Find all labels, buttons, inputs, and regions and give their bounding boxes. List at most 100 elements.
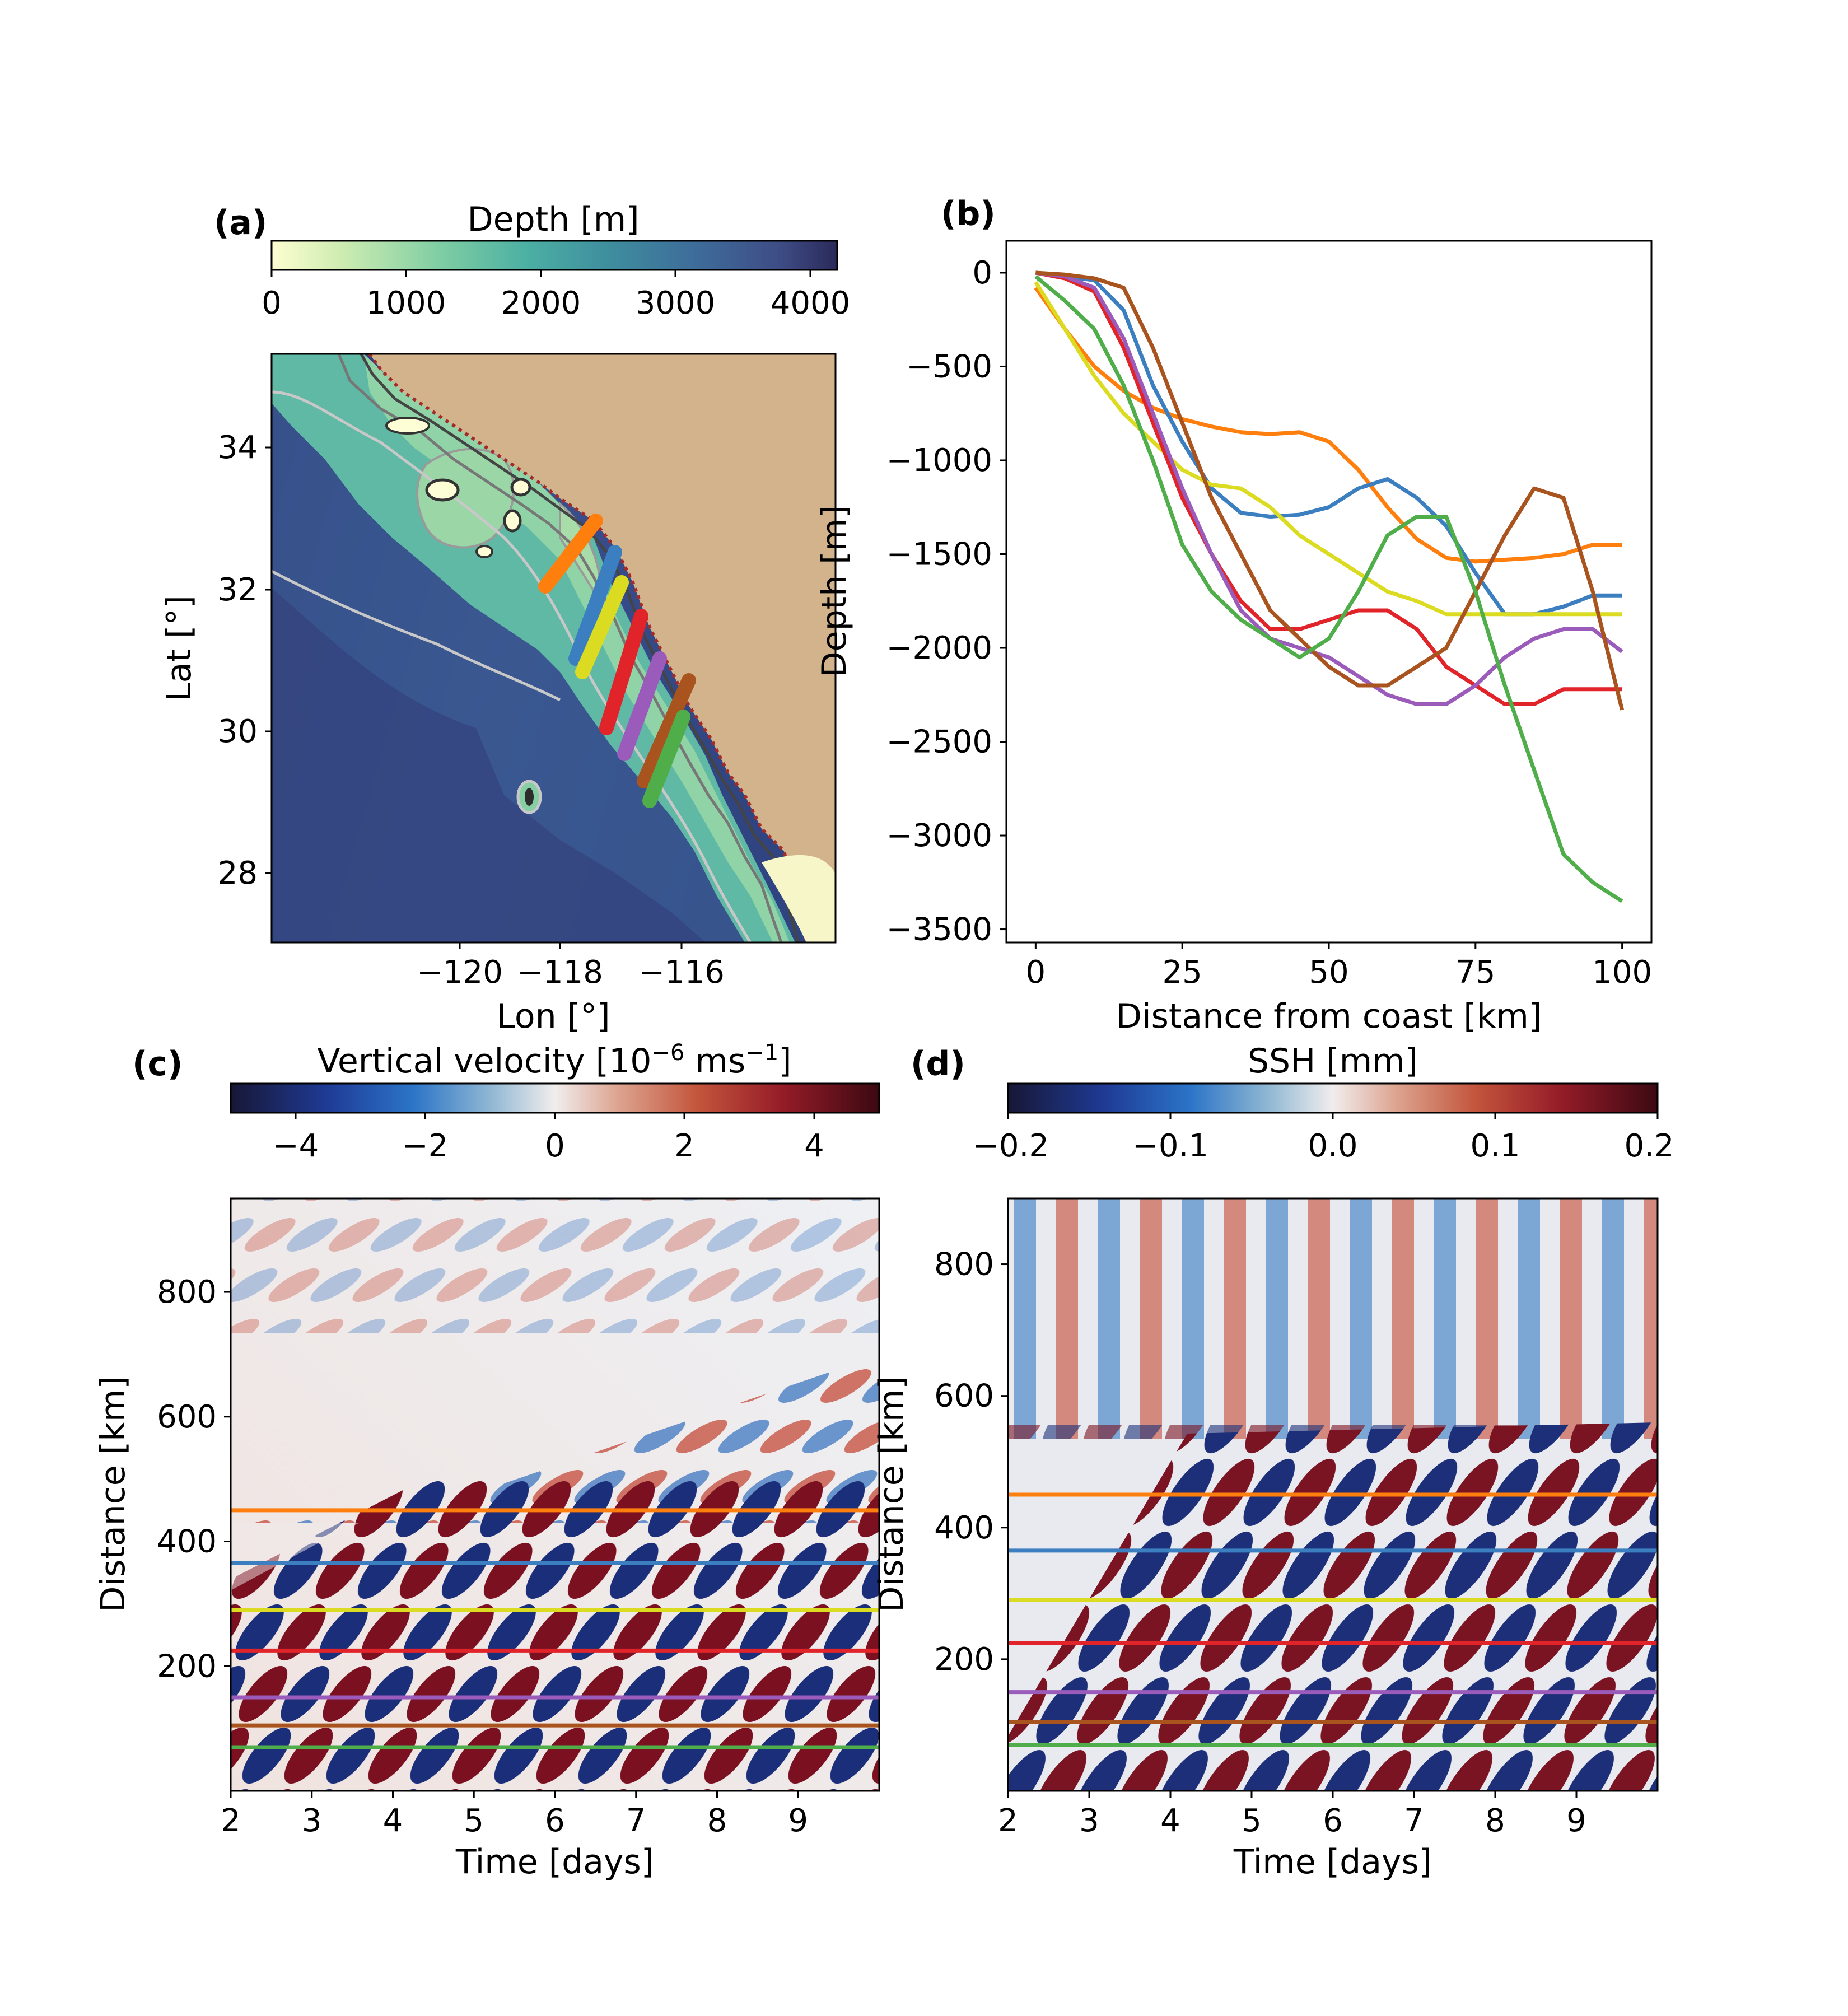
d-ytick-label: 800: [934, 1247, 994, 1283]
c-xtick-label: 3: [302, 1803, 322, 1839]
cbar-d-tick-1: −0.1: [1132, 1128, 1208, 1164]
panel-d-label: (d): [911, 1044, 965, 1084]
cbar-c-tick-3: 2: [674, 1128, 694, 1164]
c-xtick-label: 4: [383, 1803, 403, 1839]
cbar-c-tick-0: −4: [273, 1128, 319, 1164]
cbar-a-tick-2: 2000: [501, 285, 581, 321]
depth-profiles: [1034, 270, 1624, 903]
series-line-orange: [1034, 286, 1622, 564]
velocity-colorbar: [230, 1082, 880, 1114]
panel-d-colorbar-label: SSH [mm]: [1248, 1042, 1418, 1081]
d-xtick-label: 3: [1079, 1803, 1099, 1839]
c-xtick-label: 6: [545, 1803, 565, 1839]
c-ytick-label: 200: [157, 1648, 217, 1684]
b-xtick-label: 100: [1592, 954, 1652, 991]
b-ytick-label: −3000: [886, 818, 992, 854]
d-xtick-label: 4: [1160, 1803, 1180, 1839]
d-ytick-label: 600: [934, 1378, 994, 1415]
panel-c-colorbar-label: Vertical velocity [10−6 ms−1]: [317, 1040, 791, 1081]
panel-a-frame: [270, 353, 837, 944]
panel-a-ylabel: Lat [°]: [160, 595, 199, 702]
c-xtick-label: 2: [221, 1803, 241, 1839]
panel-d-transect-lines: [1008, 1492, 1658, 1747]
panel-d: (d) SSH [mm] −0.2 −0.1 0.0 0.1 0.2 2 3 4 5 6…: [872, 1042, 1674, 1882]
panel-a-colorbar-label: Depth [m]: [467, 200, 639, 239]
d-ytick-label: 200: [934, 1641, 994, 1678]
b-xtick-label: 0: [1026, 954, 1046, 991]
b-ytick-label: −3500: [886, 912, 992, 948]
panel-b-label: (b): [941, 194, 996, 234]
panel-a-xticks: −120 −118 −116: [417, 942, 725, 991]
c-xtick-label: 8: [707, 1803, 727, 1839]
transect-purple: [617, 651, 667, 761]
cbar-d-tick-0: −0.2: [973, 1128, 1049, 1164]
a-ytick-3: 28: [218, 855, 258, 892]
transect-yellow: [575, 575, 629, 679]
panel-b-ylabel: Depth [m]: [815, 505, 854, 677]
cbar-a-tick-0: 0: [262, 285, 282, 321]
transect-orange: [538, 514, 603, 594]
b-ytick-label: −2500: [886, 724, 992, 760]
series-line-red: [1035, 270, 1622, 706]
panel-d-axes: 2 3 4 5 6 7 8 9 800 600 400 200: [934, 1247, 1586, 1839]
b-xtick-label: 75: [1455, 954, 1495, 991]
c-ytick-label: 400: [157, 1524, 217, 1560]
transect-blue: [568, 545, 622, 666]
series-line-brown: [1035, 270, 1624, 711]
panel-a-colorbar-ticks: 0 1000 2000 3000 4000: [262, 270, 850, 321]
panel-d-xlabel: Time [days]: [1233, 1842, 1432, 1882]
c-xtick-label: 5: [464, 1803, 484, 1839]
a-xtick-2: −116: [638, 954, 725, 991]
series-line-yellow: [1034, 281, 1622, 617]
panel-d-colorbar-ticks: −0.2 −0.1 0.0 0.1 0.2: [973, 1113, 1674, 1164]
depth-colorbar: [270, 240, 838, 271]
d-xtick-label: 2: [998, 1803, 1018, 1839]
panel-a-xlabel: Lon [°]: [497, 997, 610, 1036]
c-ytick-label: 600: [157, 1399, 217, 1435]
d-xtick-label: 8: [1485, 1803, 1505, 1839]
panel-c-axes: 2 3 4 5 6 7 8 9 800 600 400 200: [157, 1274, 808, 1839]
c-xtick-label: 7: [626, 1803, 646, 1839]
cbar-a-tick-4: 4000: [771, 285, 851, 321]
panel-c-xlabel: Time [days]: [455, 1842, 654, 1882]
cbar-c-tick-4: 4: [804, 1128, 824, 1164]
d-xtick-label: 5: [1242, 1803, 1262, 1839]
panel-a-label: (a): [214, 203, 267, 242]
b-ytick-label: −500: [906, 348, 992, 385]
cbar-c-tick-2: 0: [545, 1128, 565, 1164]
panel-b-xlabel: Distance from coast [km]: [1116, 997, 1542, 1036]
a-xtick-1: −118: [517, 954, 603, 991]
cbar-a-tick-1: 1000: [366, 285, 446, 321]
b-xtick-label: 25: [1163, 954, 1202, 991]
a-ytick-2: 30: [218, 713, 258, 750]
cbar-c-tick-1: −2: [402, 1128, 449, 1164]
panel-a: (a) Depth [m] 0 1000 2000 3000 4000: [160, 200, 850, 1036]
b-ytick-label: −1000: [886, 442, 992, 479]
b-ytick-label: −2000: [886, 630, 992, 666]
panel-b: (b) 0 25 50 75 100 0 −500 −1000 −1500 −2000 −2500 −…: [815, 194, 1653, 1036]
panel-d-ylabel: Distance [km]: [872, 1376, 911, 1612]
series-line-green: [1034, 275, 1623, 903]
d-xtick-label: 7: [1404, 1803, 1424, 1839]
series-line-purple: [1035, 270, 1623, 706]
b-ytick-label: 0: [972, 255, 992, 291]
transect-red: [599, 609, 648, 735]
panel-c: (c) Vertical velocity [10−6 ms−1] −4 −2 …: [94, 1040, 880, 1882]
transect-green: [642, 710, 690, 808]
c-ytick-label: 800: [157, 1274, 217, 1310]
panel-c-label: (c): [132, 1044, 183, 1084]
panel-c-transect-lines: [231, 1508, 879, 1749]
panel-c-colorbar-ticks: −4 −2 0 2 4: [273, 1113, 824, 1164]
panel-c-ylabel: Distance [km]: [94, 1376, 133, 1612]
d-xtick-label: 9: [1566, 1803, 1586, 1839]
cbar-d-tick-3: 0.1: [1470, 1128, 1520, 1164]
transect-brown: [637, 673, 696, 788]
d-ytick-label: 400: [934, 1510, 994, 1546]
d-xtick-label: 6: [1323, 1803, 1343, 1839]
a-ytick-0: 34: [218, 430, 258, 466]
c-xtick-label: 9: [788, 1803, 808, 1839]
bathymetry-map: [272, 354, 836, 942]
transects: [538, 514, 696, 808]
b-xtick-label: 50: [1309, 954, 1348, 991]
cbar-d-tick-4: 0.2: [1624, 1128, 1674, 1164]
